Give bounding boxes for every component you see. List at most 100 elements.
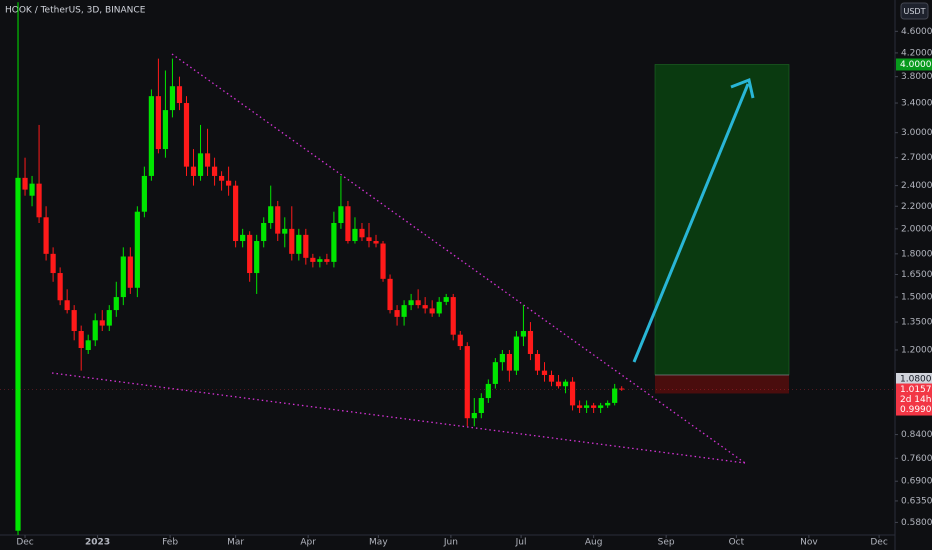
candle-body xyxy=(218,175,225,181)
x-tick-label: Sep xyxy=(658,538,675,548)
x-tick-label: Nov xyxy=(800,538,818,548)
candle-body xyxy=(106,310,112,326)
candle-body xyxy=(226,180,232,186)
x-tick-label: Apr xyxy=(300,538,316,548)
candle-body xyxy=(155,96,162,150)
y-tick-label: 1.3500 xyxy=(901,318,932,328)
x-tick-label: Feb xyxy=(162,538,178,548)
candle-body xyxy=(506,353,512,371)
candle-body xyxy=(268,206,274,224)
candle-body xyxy=(254,241,260,274)
last-price-tag: 1.0157 xyxy=(900,385,932,395)
candle-body xyxy=(562,381,569,387)
candle-body xyxy=(183,103,190,167)
candle-body xyxy=(436,301,442,314)
candle-body xyxy=(619,388,625,390)
candle-body xyxy=(331,223,337,262)
y-tick-label: 3.0000 xyxy=(901,128,932,138)
candle-body xyxy=(429,308,435,314)
candle-body xyxy=(394,310,400,317)
candle-body xyxy=(555,381,562,387)
candle-body xyxy=(282,228,288,234)
candle-body xyxy=(534,353,541,371)
candle-body xyxy=(569,381,576,406)
projection-arrow-head xyxy=(730,77,755,99)
candle-body xyxy=(57,273,63,301)
candle-body xyxy=(605,402,611,406)
candle-body xyxy=(443,297,449,302)
x-tick-label: Jun xyxy=(443,538,458,548)
x-tick-label: Dec xyxy=(870,538,887,548)
y-tick-label: 0.6900 xyxy=(901,477,932,487)
candle-body xyxy=(373,241,379,244)
y-tick-label: 0.7600 xyxy=(901,454,932,464)
projection-arrow xyxy=(632,83,750,363)
x-tick-label: May xyxy=(369,538,388,548)
y-tick-label: 4.2000 xyxy=(901,48,932,58)
candle-body xyxy=(324,259,330,262)
y-tick-label: 2.2000 xyxy=(901,202,932,212)
price-axis-area xyxy=(895,0,932,550)
candle-body xyxy=(485,383,491,399)
candle-body xyxy=(352,228,358,242)
y-tick-label: 1.6500 xyxy=(901,270,932,280)
candle-body xyxy=(275,206,281,234)
y-tick-label: 3.4000 xyxy=(901,99,932,109)
candle-body xyxy=(520,331,527,337)
candle-body xyxy=(162,110,169,150)
currency-button[interactable] xyxy=(900,2,929,20)
candle-body xyxy=(584,405,590,408)
upper-trendline xyxy=(171,53,746,464)
candle-body xyxy=(450,297,456,335)
symbol-title: HOOK / TetherUS, 3D, BINANCE xyxy=(5,6,146,16)
candle-body xyxy=(190,166,197,176)
candle-body xyxy=(471,413,477,419)
candle-body xyxy=(141,175,147,212)
target-zone xyxy=(654,64,790,376)
y-tick-label: 3.8000 xyxy=(901,72,932,82)
y-tick-label: 1.8000 xyxy=(901,249,932,259)
candle-body xyxy=(345,206,351,242)
y-tick-label: 0.6350 xyxy=(901,496,932,506)
candle-body xyxy=(240,234,246,242)
candle-body xyxy=(310,257,316,262)
candle-body xyxy=(71,310,77,332)
x-tick-label: Mar xyxy=(227,538,244,548)
candle-countdown: 2d 14h xyxy=(900,395,931,405)
candle-body xyxy=(148,96,154,176)
candle-body xyxy=(359,228,365,238)
candle-body xyxy=(85,340,91,350)
candle-body xyxy=(548,374,555,382)
currency-button-label[interactable]: USDT xyxy=(904,7,926,16)
candle-body xyxy=(541,370,548,375)
candle-body xyxy=(92,320,98,341)
candle-body xyxy=(380,243,386,279)
candle-body xyxy=(513,336,520,371)
candle-body xyxy=(29,183,35,196)
x-tick-label: Dec xyxy=(16,538,33,548)
candle-body xyxy=(99,320,105,326)
candle-body xyxy=(43,217,49,254)
candle-body xyxy=(296,234,302,254)
x-tick-label: Aug xyxy=(585,538,603,548)
stop-price-tag: 0.9990 xyxy=(900,405,932,415)
y-tick-label: 1.5000 xyxy=(901,293,932,303)
x-tick-label: Oct xyxy=(729,538,745,548)
candle-body xyxy=(366,237,372,242)
last-price-tag-bg xyxy=(896,383,932,416)
candle-body xyxy=(197,153,204,176)
candle-body xyxy=(401,305,407,317)
y-tick-label: 0.5800 xyxy=(901,518,932,528)
y-tick-label: 0.8400 xyxy=(901,430,932,440)
candle-body xyxy=(211,166,218,176)
entry-price-tag-bg xyxy=(896,372,932,385)
candle-body xyxy=(169,86,176,111)
candle-body xyxy=(127,256,133,288)
candle-body xyxy=(415,300,421,306)
candle-body xyxy=(289,228,295,254)
y-tick-label: 2.0000 xyxy=(901,224,932,234)
entry-price-tag: 1.0800 xyxy=(900,374,932,384)
target-price-tag: 4.0000 xyxy=(900,60,932,70)
candle-body xyxy=(120,256,126,298)
